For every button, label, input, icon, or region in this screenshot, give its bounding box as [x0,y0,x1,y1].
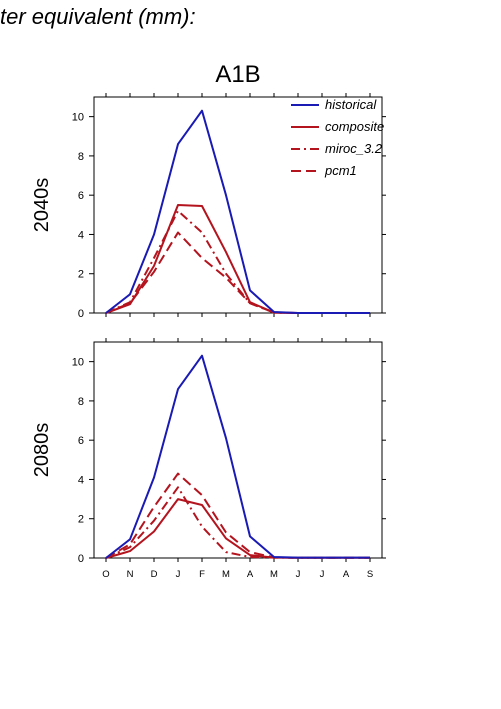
panel-2080s: 0 2 4 6 8 10 O N D J F M A M J J A S 2080s [31,338,386,580]
y-tick-label: 2 [78,514,84,526]
y-tick-label: 8 [78,396,84,408]
chart-title: A1B [215,61,260,88]
x-tick-label: J [320,569,325,580]
x-tick-label: M [270,569,278,580]
y-tick-label: 6 [78,435,84,447]
x-tick-label: A [343,569,350,580]
series-line-pcm1 [105,472,370,559]
x-tick-label: J [176,569,181,580]
series-line-composite [105,204,370,314]
y-tick-label: 8 [78,151,84,163]
series-line-composite [105,498,370,559]
legend-label-composite: composite [325,119,384,134]
y-tick-label: 0 [78,553,84,565]
x-tick-label: J [296,569,301,580]
series-line-historical [105,354,370,559]
series-line-miroc [105,486,370,559]
row-label-2040s: 2040s [31,178,53,233]
legend-label-historical: historical [325,97,377,112]
y-tick-label: 4 [78,474,84,486]
x-tick-label: D [151,569,158,580]
y-tick-label: 10 [72,112,84,124]
series-line-miroc [105,209,370,314]
x-tick-label: A [247,569,254,580]
y-tick-label: 10 [72,357,84,369]
y-tick-label: 4 [78,229,84,241]
legend: historical composite miroc_3.2 pcm1 [291,97,384,178]
x-tick-label: N [127,569,134,580]
x-tick-label: F [199,569,205,580]
plot-frame [93,341,383,559]
legend-label-miroc: miroc_3.2 [325,141,383,156]
header-text: ter equivalent (mm): [0,4,196,29]
panel-2040s: 0 2 4 6 8 10 2040s [31,93,386,320]
plot-frame [93,96,383,314]
x-tick-label: M [222,569,230,580]
legend-label-pcm1: pcm1 [324,163,357,178]
y-tick-label: 0 [78,308,84,320]
series-line-historical [105,109,370,314]
y-tick-label: 6 [78,190,84,202]
x-tick-label: O [102,569,109,580]
row-label-2080s: 2080s [31,423,53,478]
y-tick-label: 2 [78,269,84,281]
x-tick-label: S [367,569,373,580]
